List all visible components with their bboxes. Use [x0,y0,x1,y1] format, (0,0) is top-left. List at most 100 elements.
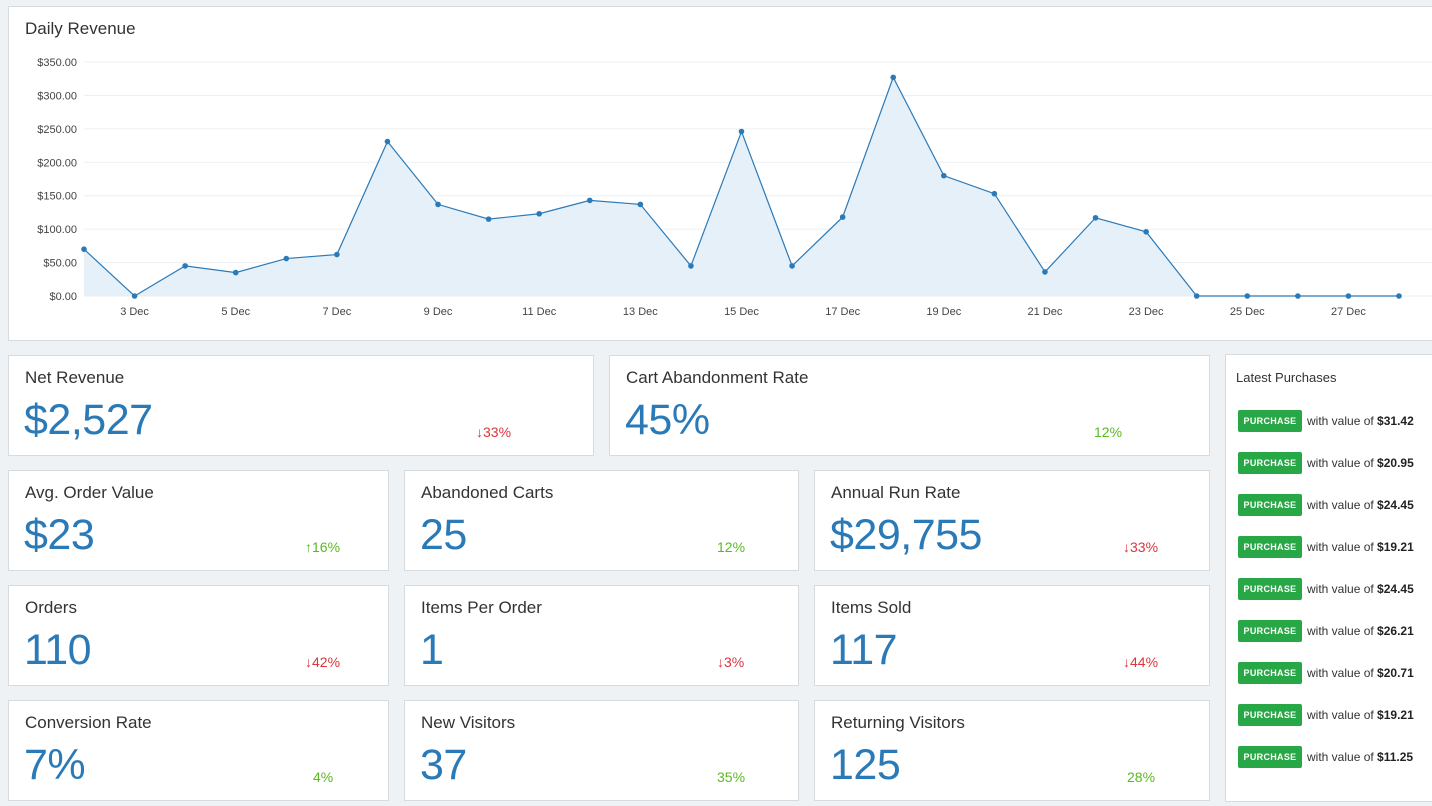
daily-revenue-card: Daily Revenue $0.00 $50.00 $100.00 $150.00 $… [8,6,1432,341]
abandoned-carts-card: Abandoned Carts 25 12% [404,470,799,571]
metric-value: 45% [625,396,710,444]
conversion-rate-card: Conversion Rate 7% 4% [8,700,389,801]
data-point [182,263,188,269]
purchase-value: $24.45 [1377,498,1414,512]
data-point [1345,293,1352,299]
data-point [334,251,340,258]
x-tick-label: 3 Dec [120,306,149,318]
purchase-prefix: with value of [1307,582,1378,596]
returning-visitors-card: Returning Visitors 125 28% [814,700,1210,801]
purchase-badge: PURCHASE [1238,662,1302,684]
metric-change: 12% [1094,424,1123,440]
arrow-down-icon: ↓ [476,424,483,440]
data-point [384,138,391,145]
metric-change: 4% [313,769,334,785]
data-point [1244,293,1251,299]
purchase-item: PURCHASE with value of $26.21 [1238,620,1414,642]
metric-title: Orders [25,598,77,617]
purchase-prefix: with value of [1307,666,1378,680]
x-tick-label: 19 Dec [926,306,961,318]
data-point [232,269,239,276]
purchase-text: with value of $24.45 [1307,498,1414,512]
arrow-down-icon: ↓ [1123,539,1130,555]
purchase-badge: PURCHASE [1238,578,1302,600]
metric-change: 28% [1127,769,1156,785]
purchase-text: with value of $19.21 [1307,708,1414,722]
purchase-prefix: with value of [1307,456,1378,470]
metric-title: Annual Run Rate [831,483,961,502]
y-tick-label: $50.00 [43,258,77,270]
purchase-text: with value of $24.45 [1307,582,1414,596]
data-point [839,214,846,220]
arrow-down-icon: ↓ [717,654,724,670]
purchase-value: $26.21 [1377,624,1414,638]
annual-run-rate-card: Annual Run Rate $29,755 ↓33% [814,470,1210,571]
arrow-down-icon: ↓ [305,654,312,670]
y-tick-label: $0.00 [49,291,77,303]
metric-value: 110 [24,626,92,674]
metric-title: Avg. Order Value [25,483,154,502]
x-tick-label: 17 Dec [825,306,860,318]
purchase-text: with value of $20.95 [1307,456,1414,470]
purchase-text: with value of $26.21 [1307,624,1414,638]
y-tick-label: $200.00 [37,157,77,169]
data-point [1295,293,1301,299]
purchase-text: with value of $11.25 [1307,750,1413,764]
data-point [1396,293,1402,299]
metric-title: Returning Visitors [831,713,965,732]
series-area [84,77,1399,297]
purchase-item: PURCHASE with value of $11.25 [1238,746,1413,768]
data-point [485,216,492,222]
purchase-item: PURCHASE with value of $19.21 [1238,704,1414,726]
purchase-prefix: with value of [1307,708,1378,722]
arrow-down-icon: ↓ [1123,654,1130,670]
avg-order-value-card: Avg. Order Value $23 ↑16% [8,470,389,571]
data-point [1042,269,1048,275]
purchase-text: with value of $20.71 [1307,666,1414,680]
metric-value: $2,527 [24,396,153,444]
metric-value: 37 [420,741,467,789]
orders-card: Orders 110 ↓42% [8,585,389,686]
x-tick-label: 23 Dec [1129,306,1164,318]
arrow-up-icon: ↑ [305,539,312,555]
data-point [1193,293,1200,299]
data-point [283,255,290,262]
metric-change: ↑16% [305,539,341,555]
y-tick-label: $350.00 [37,57,77,69]
metric-value: $29,755 [830,511,982,559]
data-point [435,201,441,208]
metric-change: 35% [717,769,746,785]
data-point [738,128,745,135]
latest-purchases-panel: Latest Purchases PURCHASE with value of $… [1225,354,1432,802]
chart-title: Daily Revenue [25,19,136,38]
purchase-value: $20.71 [1377,666,1414,680]
items-per-order-card: Items Per Order 1 ↓3% [404,585,799,686]
purchase-item: PURCHASE with value of $24.45 [1238,578,1414,600]
metric-value: 25 [420,511,467,559]
metric-title: Cart Abandonment Rate [626,368,809,387]
purchase-value: $20.95 [1377,456,1414,470]
metric-title: Conversion Rate [25,713,152,732]
x-tick-label: 7 Dec [323,306,352,318]
purchase-badge: PURCHASE [1238,620,1302,642]
items-sold-card: Items Sold 117 ↓44% [814,585,1210,686]
x-tick-label: 11 Dec [522,306,557,318]
purchase-item: PURCHASE with value of $20.71 [1238,662,1414,684]
purchase-badge: PURCHASE [1238,452,1302,474]
metric-title: Items Sold [831,598,912,617]
data-point [536,210,542,217]
purchase-item: PURCHASE with value of $19.21 [1238,536,1414,558]
data-point [131,293,138,299]
purchase-text: with value of $19.21 [1307,540,1414,554]
y-tick-label: $100.00 [37,224,77,236]
data-point [789,263,795,269]
purchase-badge: PURCHASE [1238,494,1302,516]
metric-value: 125 [830,741,901,789]
purchase-prefix: with value of [1307,498,1378,512]
data-point [81,246,87,252]
x-tick-label: 15 Dec [724,306,759,318]
y-tick-label: $250.00 [37,124,77,136]
metric-title: Abandoned Carts [421,483,554,502]
metric-change: 12% [717,539,746,555]
purchase-value: $31.42 [1377,414,1414,428]
